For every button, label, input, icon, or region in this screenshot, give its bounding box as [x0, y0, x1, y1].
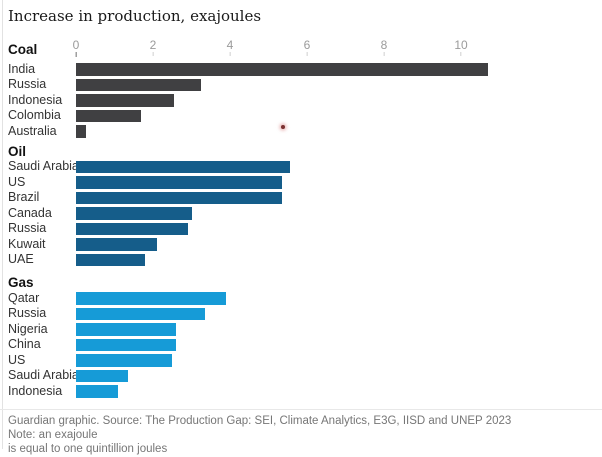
oil-bars: Saudi Arabia US Brazil Canada Russia Kuwait UA…	[8, 160, 594, 267]
oil-bar	[76, 176, 282, 189]
oil-bar	[76, 207, 192, 220]
bar-row-india: India	[8, 63, 594, 76]
coal-bar	[76, 78, 202, 91]
section-heading-coal: Coal	[8, 42, 38, 57]
bar-row-indonesia: Indonesia	[8, 385, 594, 398]
row-label: Russia	[8, 222, 47, 236]
x-tick-mark	[75, 52, 77, 57]
bar-row-saudi-arabia: Saudi Arabia	[8, 160, 594, 174]
x-tick-label: 10	[454, 38, 468, 52]
bar-row-uae: UAE	[8, 253, 594, 267]
row-label: Saudi Arabia	[8, 369, 76, 383]
x-axis: 0 2 4 6 8 10	[72, 38, 532, 57]
bar-row-qatar: Qatar	[8, 292, 594, 305]
oil-bar	[76, 160, 290, 173]
x-tick-mark	[229, 52, 231, 56]
bar-row-russia: Russia	[8, 222, 594, 236]
row-label: Indonesia	[8, 93, 63, 107]
gas-bar	[76, 354, 173, 367]
x-tick-mark	[306, 52, 308, 56]
bar-row-kuwait: Kuwait	[8, 238, 594, 251]
x-tick-6: 6	[303, 38, 311, 56]
coal-bar	[76, 109, 142, 122]
gas-bar	[76, 338, 177, 351]
axis-row: Coal 0 2 4 6 8 10	[8, 38, 594, 57]
bar-row-us: US	[8, 354, 594, 367]
row-label: Colombia	[8, 109, 61, 123]
bar-row-russia: Russia	[8, 307, 594, 321]
bar-row-nigeria: Nigeria	[8, 323, 594, 336]
x-tick-label: 8	[380, 38, 388, 52]
oil-bar	[76, 191, 282, 204]
bar-row-canada: Canada	[8, 207, 594, 220]
gas-bar	[76, 323, 177, 336]
x-tick-mark	[152, 52, 154, 56]
gas-bar	[76, 369, 128, 382]
bar-row-brazil: Brazil	[8, 191, 594, 205]
row-label: UAE	[8, 253, 34, 267]
row-label: Brazil	[8, 191, 40, 205]
row-label: China	[8, 338, 41, 352]
row-label: US	[8, 175, 26, 189]
x-tick-2: 2	[149, 38, 157, 56]
row-label: India	[8, 62, 36, 76]
chart-title: Increase in production, exajoules	[8, 7, 262, 25]
x-tick-10: 10	[454, 38, 468, 56]
source-note-line2: is equal to one quintillion joules	[8, 443, 168, 455]
source-note-line1: Guardian graphic. Source: The Production…	[8, 415, 512, 441]
x-tick-0: 0	[72, 38, 80, 57]
row-label: Saudi Arabia	[8, 160, 76, 174]
coal-bar	[76, 125, 86, 138]
x-tick-label: 4	[226, 38, 234, 52]
row-label: Australia	[8, 124, 57, 138]
x-tick-mark	[460, 52, 462, 56]
left-border-rule	[2, 0, 3, 449]
coal-bar	[76, 94, 175, 107]
row-label: Russia	[8, 78, 47, 92]
bar-row-indonesia: Indonesia	[8, 94, 594, 107]
row-label: Indonesia	[8, 384, 63, 398]
coal-bar	[76, 63, 488, 76]
x-tick-label: 0	[72, 38, 80, 52]
bar-row-colombia: Colombia	[8, 109, 594, 123]
source-note: Guardian graphic. Source: The Production…	[8, 414, 522, 457]
gas-bar	[76, 307, 205, 320]
gas-bar	[76, 292, 227, 305]
footer: Guardian graphic. Source: The Production…	[0, 409, 602, 457]
oil-bar	[76, 238, 157, 251]
row-label: Qatar	[8, 291, 40, 305]
x-tick-8: 8	[380, 38, 388, 56]
oil-bar	[76, 253, 146, 266]
row-label: Russia	[8, 307, 47, 321]
bar-row-saudi-arabia: Saudi Arabia	[8, 369, 594, 383]
gas-bar	[76, 385, 119, 398]
section-heading-gas: Gas	[8, 275, 34, 290]
x-tick-mark	[383, 52, 385, 56]
section-heading-oil: Oil	[8, 143, 27, 159]
bar-row-australia: Australia	[8, 125, 594, 138]
oil-bar	[76, 222, 188, 235]
gas-bars: Qatar Russia Nigeria China US Saudi Arabia Ind…	[8, 292, 594, 398]
coal-bars: India Russia Indonesia Colombia Australia	[8, 63, 594, 138]
x-tick-label: 6	[303, 38, 311, 52]
row-label: Canada	[8, 206, 52, 220]
bar-row-us: US	[8, 176, 594, 189]
x-tick-4: 4	[226, 38, 234, 56]
row-label: Kuwait	[8, 237, 46, 251]
red-dot-artifact	[281, 125, 285, 129]
bar-row-russia: Russia	[8, 78, 594, 92]
row-label: US	[8, 353, 26, 367]
x-tick-label: 2	[149, 38, 157, 52]
row-label: Nigeria	[8, 322, 48, 336]
bar-row-china: China	[8, 338, 594, 352]
